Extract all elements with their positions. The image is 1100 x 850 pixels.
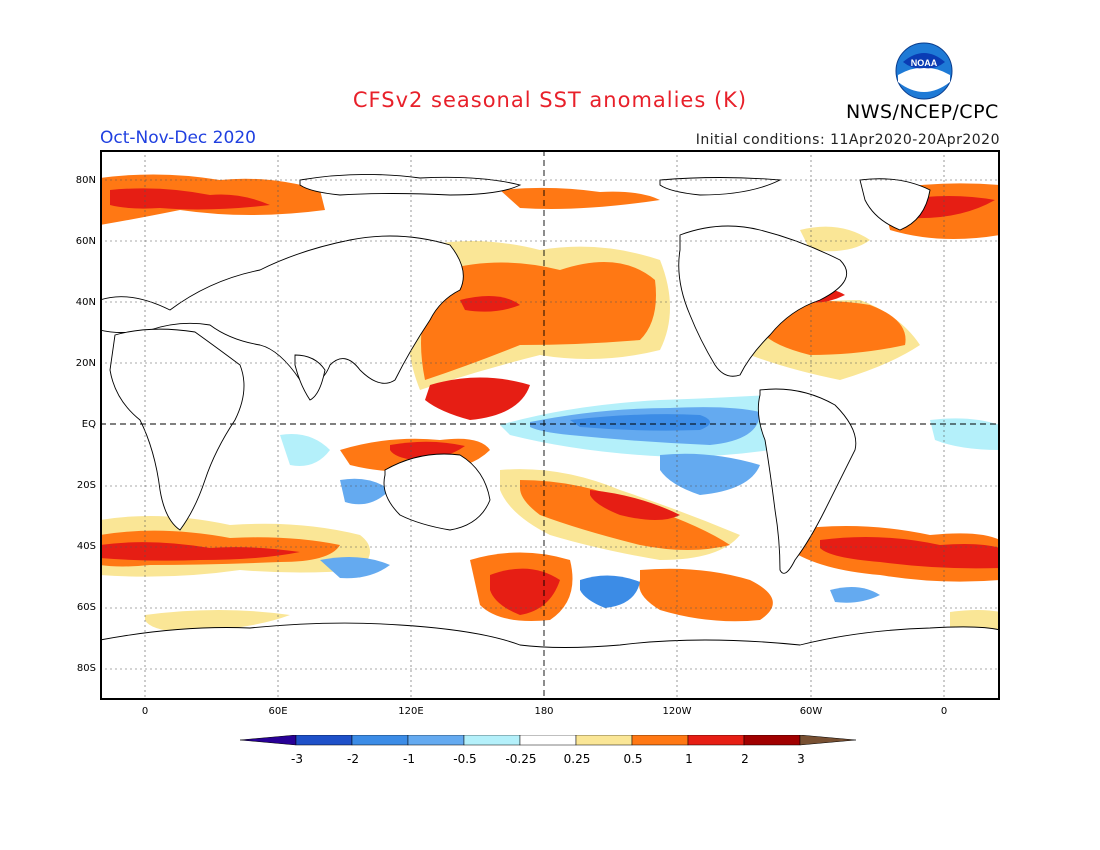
colorbar-label: 3	[797, 752, 805, 766]
lon-label-60e: 60E	[268, 706, 288, 717]
colorbar-label: -0.25	[505, 752, 537, 766]
colorbar-label: 0.25	[563, 752, 591, 766]
lon-label-60w: 60W	[799, 706, 823, 717]
chart-title: CFSv2 seasonal SST anomalies (K)	[352, 88, 748, 112]
colorbar-swatch	[687, 734, 745, 746]
colorbar-swatch	[351, 734, 409, 746]
colorbar-label: -1	[403, 752, 415, 766]
lat-label-40n: 40N	[75, 297, 96, 308]
colorbar-label: -0.5	[453, 752, 477, 766]
lat-label-60n: 60N	[75, 236, 96, 247]
lat-label-80n: 80N	[75, 175, 96, 186]
colorbar	[239, 734, 860, 765]
equator-dateline	[100, 150, 1000, 700]
colorbar-max-arrow	[799, 734, 857, 746]
colorbar-label: 0.5	[623, 752, 643, 766]
colorbar-label: 1	[685, 752, 693, 766]
lon-label-180: 180	[534, 706, 554, 717]
colorbar-swatch	[519, 734, 577, 746]
lat-label-40s: 40S	[76, 541, 96, 552]
colorbar-swatch	[295, 734, 353, 746]
logo: NOAA	[895, 42, 953, 100]
season-label: Oct-Nov-Dec 2020	[100, 128, 256, 148]
agency-label: NWS/NCEP/CPC	[846, 101, 999, 123]
lat-label-60s: 60S	[76, 602, 96, 613]
colorbar-swatch	[575, 734, 633, 746]
sst-anomaly-map	[99, 150, 1001, 701]
colorbar-label: 2	[741, 752, 749, 766]
lat-label-80s: 80S	[76, 663, 96, 674]
colorbar-label: -2	[347, 752, 359, 766]
gridlines	[100, 150, 1000, 700]
lon-label-0: 0	[141, 706, 149, 717]
lat-label-20n: 20N	[75, 358, 96, 369]
lon-label-120w: 120W	[662, 706, 692, 717]
lat-label-eq: EQ	[81, 419, 96, 430]
colorbar-swatch	[463, 734, 521, 746]
lon-label-0-east: 0	[940, 706, 948, 717]
continents	[99, 173, 1001, 701]
colorbar-label: -3	[291, 752, 303, 766]
colorbar-swatch	[631, 734, 689, 746]
colorbar-min-arrow	[239, 734, 297, 746]
lat-label-20s: 20S	[76, 480, 96, 491]
lon-label-120e: 120E	[398, 706, 424, 717]
colorbar-swatch	[407, 734, 465, 746]
initial-conditions: Initial conditions: 11Apr2020-20Apr2020	[695, 132, 1000, 148]
colorbar-swatch	[743, 734, 801, 746]
logo-text: NOAA	[911, 58, 938, 68]
